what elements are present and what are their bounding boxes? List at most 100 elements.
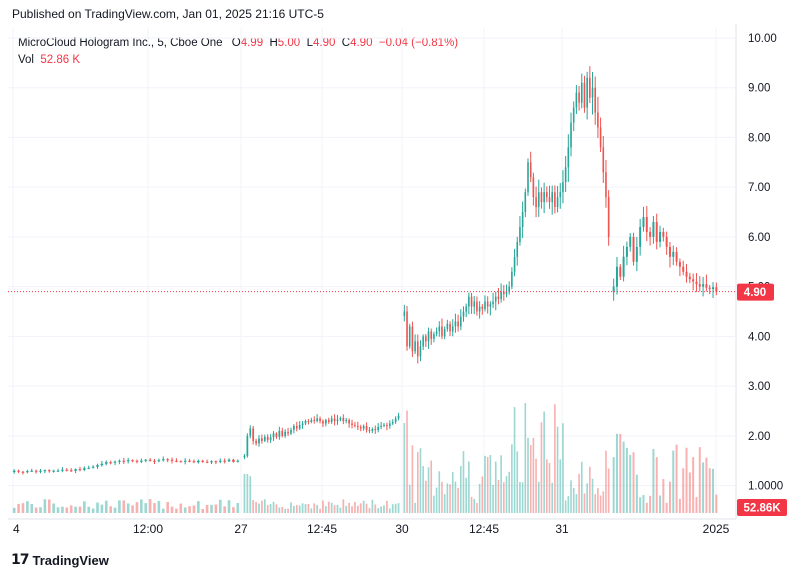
candle-body: [454, 321, 457, 327]
volume-bar: [449, 484, 451, 513]
volume-bar: [642, 494, 645, 513]
close-label: C: [341, 37, 351, 49]
volume-bar: [416, 452, 419, 513]
candle-body: [324, 419, 327, 424]
volume-bar: [649, 495, 652, 513]
candle-body: [301, 423, 304, 425]
volume-bar: [26, 501, 29, 513]
candle-body: [672, 251, 675, 257]
candle-body: [359, 426, 362, 429]
volume-bar: [34, 507, 38, 513]
price-tick-label: 4.00: [748, 331, 770, 343]
volume-bar: [443, 494, 446, 513]
price-tick-label: 8.00: [748, 132, 770, 144]
volume-bar: [161, 508, 165, 513]
candle-body: [339, 417, 342, 420]
candle-body: [503, 291, 505, 295]
volume-bar: [682, 468, 685, 513]
candle-body: [443, 328, 446, 337]
volume-bar: [406, 410, 408, 513]
candle-body: [272, 433, 275, 438]
volume-bar: [575, 494, 578, 513]
candle-body: [622, 256, 625, 277]
tradingview-branding[interactable]: 17 TradingView: [11, 552, 109, 568]
candle-body: [632, 236, 635, 262]
symbol-name[interactable]: MicroCloud Hologram Inc., 5, Cboe One: [18, 37, 223, 49]
volume-bar: [201, 508, 205, 513]
brand-name: TradingView: [32, 552, 109, 568]
volume-bar: [594, 494, 597, 513]
volume-bar: [223, 506, 226, 513]
candle-body: [591, 87, 594, 98]
volume-bar: [377, 508, 380, 513]
volume-bar: [567, 496, 570, 513]
volume-bar: [140, 499, 143, 513]
volume-bar: [551, 482, 554, 513]
candle-body: [47, 470, 51, 472]
volume-bar: [652, 448, 655, 513]
candle-body: [635, 246, 638, 262]
volume-bar: [278, 507, 281, 513]
candle-body: [192, 461, 196, 463]
volume-bar: [218, 499, 222, 513]
candle-body: [698, 284, 701, 287]
candle-body: [430, 331, 433, 339]
time-tick-label: 12:45: [307, 522, 337, 536]
candle-body: [287, 431, 289, 434]
volume-bar: [43, 499, 47, 513]
candle-body: [406, 311, 408, 347]
candle-body: [688, 276, 691, 280]
candle-body: [655, 222, 658, 242]
candle-body: [377, 426, 380, 430]
candle-body: [642, 217, 645, 227]
candle-body: [113, 461, 117, 463]
candle-body: [56, 470, 60, 472]
volume-bar: [179, 503, 183, 513]
volume-bar: [388, 508, 391, 513]
tradingview-logo-icon: 17: [11, 552, 30, 568]
volume-bar: [126, 503, 130, 513]
volume-bar: [266, 505, 269, 513]
candle-body: [559, 192, 562, 198]
candle-body: [333, 418, 336, 421]
volume-bar: [639, 497, 642, 513]
candle-body: [567, 147, 570, 168]
volume-bar: [655, 457, 658, 513]
volume-bar: [380, 506, 382, 513]
candle-body: [607, 197, 610, 237]
volume-bar: [591, 478, 594, 513]
volume-bar: [61, 506, 64, 513]
volume-bar: [462, 451, 465, 513]
volume-bar: [348, 502, 350, 513]
candle-body: [30, 470, 34, 472]
volume-bar: [715, 494, 718, 513]
volume-bar: [427, 467, 430, 513]
candle-body: [371, 428, 374, 431]
volume-bar: [589, 466, 591, 513]
volume-bar: [307, 503, 310, 513]
volume-bar: [672, 450, 675, 513]
candle-body: [494, 296, 497, 302]
volume-bar: [454, 481, 457, 513]
candle-body: [148, 459, 152, 461]
candle-body: [223, 460, 226, 462]
volume-label: Vol: [18, 54, 34, 66]
candle-body: [513, 256, 516, 272]
candle-body: [246, 435, 249, 456]
last-price-badge: [737, 283, 774, 301]
candle-body: [249, 428, 252, 436]
volume-bar: [578, 473, 580, 513]
volume-bar: [324, 506, 327, 513]
volume-bar: [629, 455, 632, 513]
volume-bar: [249, 476, 252, 513]
candle-body: [519, 226, 521, 242]
volume-bar: [470, 496, 473, 513]
volume-bar: [599, 495, 602, 513]
volume-bar: [632, 452, 635, 513]
volume-bar: [572, 487, 575, 513]
candle-body: [290, 429, 292, 434]
candle-body: [425, 336, 427, 342]
candle-body: [449, 323, 451, 332]
time-tick-label: 27: [234, 522, 248, 536]
